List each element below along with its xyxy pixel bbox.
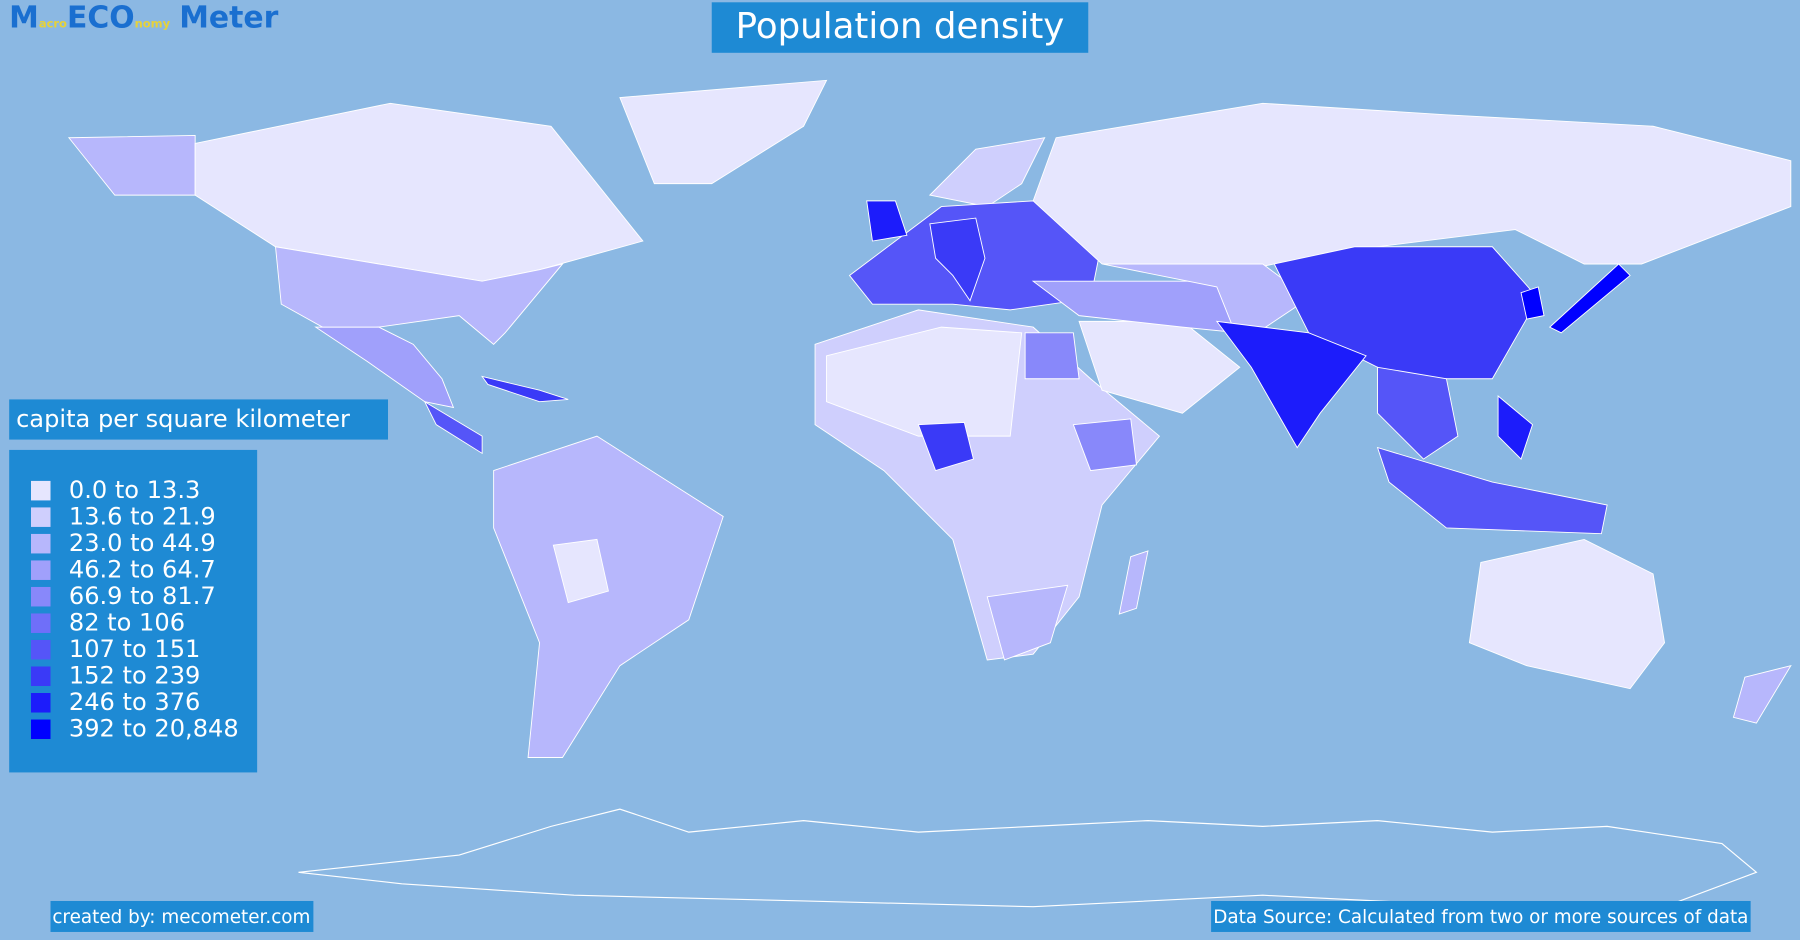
logo-part: acro	[39, 17, 67, 31]
source-box	[1211, 900, 1751, 932]
antarctica-outline	[298, 808, 1758, 908]
legend-swatch	[30, 639, 51, 660]
legend-label: 152 to 239	[69, 662, 200, 690]
central-asia	[1101, 263, 1310, 346]
nigeria	[917, 421, 975, 472]
source: Data Source: Calculated from two or more…	[1213, 907, 1748, 928]
southern-africa	[986, 584, 1069, 661]
southeast-asia	[1377, 366, 1459, 460]
legend-swatch	[30, 586, 51, 607]
legend-swatch	[30, 613, 51, 633]
legend-label: 392 to 20,848	[69, 715, 239, 743]
egypt	[1024, 332, 1080, 380]
legend-box	[9, 449, 258, 773]
sahara	[826, 326, 1023, 437]
credit: created by: mecometer.com	[52, 907, 310, 928]
legend-label: 107 to 151	[69, 635, 200, 663]
ethiopia	[1072, 418, 1137, 472]
new-zealand	[1732, 664, 1792, 724]
caribbean	[481, 375, 569, 403]
south-america	[493, 435, 724, 758]
legend-label: 46.2 to 64.7	[69, 556, 216, 584]
legend-label: 23.0 to 44.9	[69, 529, 216, 557]
legend-title-box	[9, 399, 389, 440]
logo-part: Meter	[179, 1, 278, 36]
legend-label: 246 to 376	[69, 688, 200, 716]
madagascar	[1118, 550, 1149, 615]
legend-swatch	[30, 693, 51, 713]
uk	[866, 200, 908, 242]
legend-label: 13.6 to 21.9	[69, 503, 216, 531]
philippines	[1497, 394, 1534, 460]
australia	[1468, 538, 1666, 690]
logo: MacroECOnomy Meter	[9, 1, 278, 36]
germany-italy	[929, 217, 986, 302]
logo-part: ECO	[67, 1, 135, 36]
legend-title: capita per square kilometer	[16, 405, 350, 433]
legend-label: 82 to 106	[69, 609, 185, 637]
legend-swatch	[30, 666, 51, 687]
legend-items: 0.0 to 13.313.6 to 21.923.0 to 44.946.2 …	[30, 476, 239, 743]
mexico	[314, 326, 455, 409]
indonesia	[1376, 446, 1608, 535]
korea	[1520, 286, 1545, 320]
legend-swatch	[30, 533, 51, 554]
logo-part: M	[9, 1, 39, 36]
logo-part: nomy	[135, 17, 171, 31]
usa	[274, 246, 564, 345]
title: Population density	[736, 6, 1065, 47]
legend-label: 66.9 to 81.7	[69, 582, 216, 610]
bolivia	[552, 538, 609, 604]
india	[1215, 320, 1367, 449]
legend-label: 0.0 to 13.3	[69, 476, 200, 504]
legend-swatch	[30, 480, 51, 501]
title-box	[711, 2, 1089, 53]
countries	[67, 79, 1792, 908]
legend-swatch	[30, 507, 51, 527]
legend-swatch	[30, 560, 51, 580]
credit-box	[50, 900, 314, 932]
greenland	[619, 79, 828, 185]
japan	[1548, 263, 1631, 334]
legend-swatch	[30, 719, 51, 740]
central-america	[423, 400, 483, 455]
